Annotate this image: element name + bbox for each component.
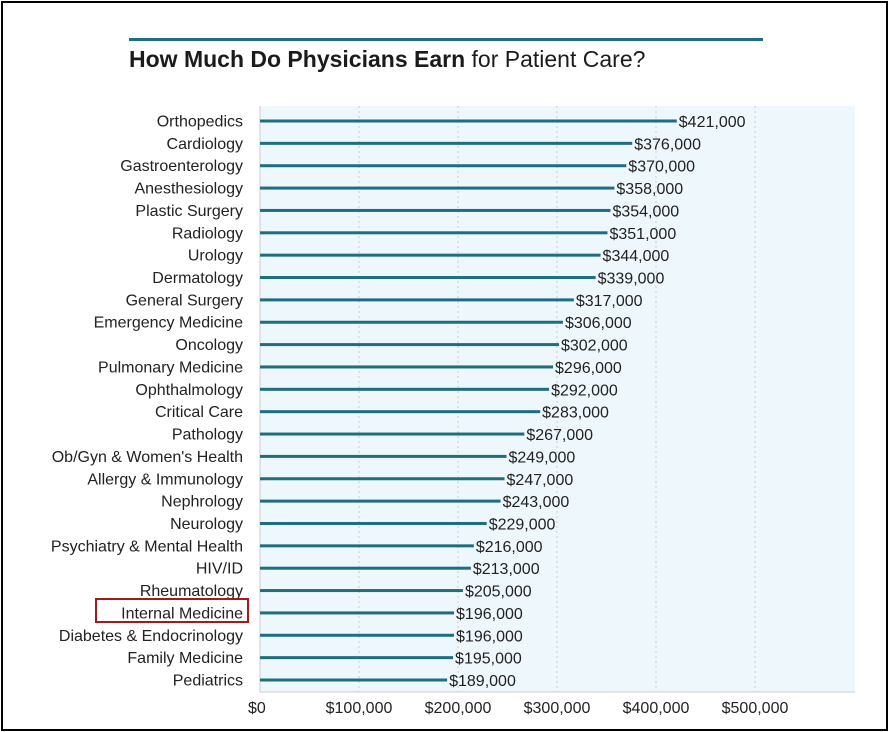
- category-label: Gastroenterology: [120, 158, 243, 175]
- bar: [260, 477, 505, 481]
- value-label: $296,000: [555, 360, 622, 377]
- bar: [260, 454, 507, 458]
- bar: [260, 499, 501, 503]
- value-label: $421,000: [679, 114, 746, 131]
- category-label: Allergy & Immunology: [87, 471, 243, 488]
- value-label: $229,000: [489, 516, 556, 533]
- value-label: $317,000: [576, 293, 643, 310]
- bar: [260, 298, 574, 302]
- category-label: Emergency Medicine: [94, 315, 244, 332]
- bar: [260, 343, 559, 347]
- bar: [260, 410, 541, 414]
- value-label: $213,000: [473, 561, 540, 578]
- x-tick-label: $500,000: [722, 700, 789, 717]
- bar: [260, 208, 611, 212]
- bar: [260, 365, 554, 369]
- value-label: $267,000: [526, 427, 593, 444]
- category-label: Orthopedics: [157, 114, 243, 131]
- chart-title-light: for Patient Care?: [471, 46, 646, 72]
- category-label: Diabetes & Endocrinology: [59, 628, 243, 645]
- value-label: $344,000: [603, 248, 670, 265]
- highlight-box-internal-medicine: [95, 598, 249, 623]
- value-label: $195,000: [455, 651, 522, 668]
- value-label: $189,000: [449, 673, 516, 690]
- category-label: Psychiatry & Mental Health: [51, 538, 243, 555]
- chart-title-bold: How Much Do Physicians Earn: [129, 46, 466, 72]
- category-label: Plastic Surgery: [135, 203, 243, 220]
- category-label: Ob/Gyn & Women's Health: [52, 449, 243, 466]
- value-label: $196,000: [456, 628, 523, 645]
- x-tick-label: $200,000: [425, 700, 492, 717]
- category-label: Rheumatology: [140, 583, 243, 600]
- value-label: $306,000: [565, 315, 632, 332]
- value-label: $249,000: [509, 449, 576, 466]
- value-label: $247,000: [507, 472, 574, 489]
- bar: [260, 164, 627, 168]
- category-label: HIV/ID: [196, 561, 243, 578]
- bar: [260, 387, 550, 391]
- category-label: Nephrology: [161, 494, 243, 511]
- category-label: Pathology: [172, 427, 243, 444]
- x-tick-label: $100,000: [326, 700, 393, 717]
- value-label: $376,000: [634, 136, 701, 153]
- value-label: $370,000: [628, 159, 695, 176]
- value-label: $339,000: [598, 271, 665, 288]
- value-label: $205,000: [465, 584, 532, 601]
- category-label: Oncology: [175, 337, 243, 354]
- value-label: $216,000: [476, 539, 543, 556]
- category-label: Cardiology: [167, 136, 243, 153]
- bar: [260, 432, 525, 436]
- bar: [260, 320, 563, 324]
- bar: [260, 566, 471, 570]
- x-tick-label: $300,000: [524, 700, 591, 717]
- bar: [260, 633, 455, 637]
- bar: [260, 611, 455, 615]
- title-rule: [129, 38, 763, 41]
- bar: [260, 186, 615, 190]
- bar: [260, 656, 454, 660]
- category-label: Neurology: [170, 516, 243, 533]
- category-label: Pulmonary Medicine: [98, 359, 243, 376]
- bar: [260, 231, 608, 235]
- chart-title: How Much Do Physicians Earn for Patient …: [129, 46, 769, 73]
- category-label: Ophthalmology: [135, 382, 243, 399]
- category-label: Dermatology: [152, 270, 243, 287]
- bar: [260, 276, 596, 280]
- bar: [260, 119, 677, 123]
- bar: [260, 589, 463, 593]
- value-label: $358,000: [616, 181, 683, 198]
- value-label: $354,000: [612, 203, 679, 220]
- bar: [260, 253, 601, 257]
- category-label: Anesthesiology: [134, 181, 243, 198]
- bar: [260, 521, 487, 525]
- value-label: $302,000: [561, 338, 628, 355]
- bar: [260, 141, 633, 145]
- value-label: $292,000: [551, 382, 618, 399]
- category-label: Pediatrics: [173, 673, 243, 690]
- category-label: Internal Medicine: [121, 605, 243, 622]
- bar: [260, 678, 448, 682]
- bar: [260, 544, 474, 548]
- value-label: $283,000: [542, 405, 609, 422]
- x-tick-label: $0: [248, 700, 266, 717]
- value-label: $243,000: [503, 494, 570, 511]
- category-label: Critical Care: [155, 404, 243, 421]
- category-label: Radiology: [172, 225, 243, 242]
- category-label: Family Medicine: [127, 650, 243, 667]
- plot-background: [260, 106, 855, 692]
- category-label: General Surgery: [126, 292, 243, 309]
- x-tick-label: $400,000: [623, 700, 690, 717]
- category-label: Urology: [188, 248, 243, 265]
- value-label: $351,000: [609, 226, 676, 243]
- value-label: $196,000: [456, 606, 523, 623]
